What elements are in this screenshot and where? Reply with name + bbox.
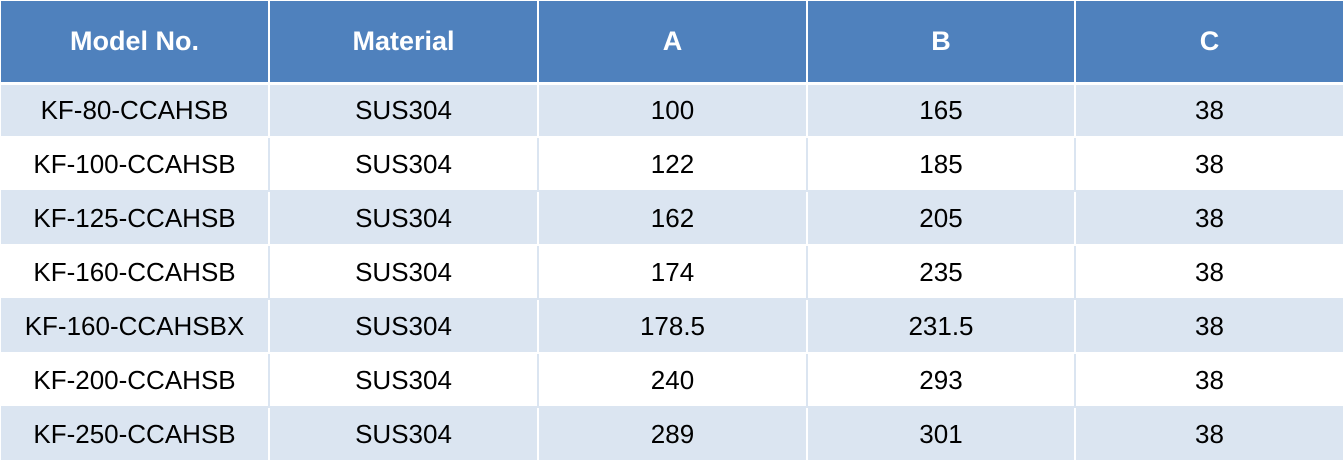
- header-b: B: [807, 1, 1076, 85]
- table-header: Model No. Material A B C: [1, 1, 1343, 85]
- header-row: Model No. Material A B C: [1, 1, 1343, 85]
- header-material: Material: [269, 1, 539, 85]
- cell-material: SUS304: [269, 83, 539, 138]
- table-row: KF-160-CCAHSBX SUS304 178.5 231.5 38: [1, 299, 1343, 354]
- cell-a: 178.5: [538, 299, 808, 354]
- cell-material: SUS304: [269, 407, 539, 462]
- cell-material: SUS304: [269, 245, 539, 300]
- cell-model-no: KF-125-CCAHSB: [1, 191, 270, 246]
- cell-model-no: KF-160-CCAHSBX: [1, 299, 270, 354]
- table-row: KF-200-CCAHSB SUS304 240 293 38: [1, 353, 1343, 408]
- cell-c: 38: [1075, 83, 1343, 138]
- cell-material: SUS304: [269, 191, 539, 246]
- cell-b: 293: [807, 353, 1076, 408]
- cell-c: 38: [1075, 299, 1343, 354]
- table-row: KF-80-CCAHSB SUS304 100 165 38: [1, 83, 1343, 138]
- header-c: C: [1075, 1, 1343, 85]
- cell-material: SUS304: [269, 137, 539, 192]
- table-body: KF-80-CCAHSB SUS304 100 165 38 KF-100-CC…: [1, 83, 1343, 462]
- cell-c: 38: [1075, 191, 1343, 246]
- cell-c: 38: [1075, 407, 1343, 462]
- table-row: KF-125-CCAHSB SUS304 162 205 38: [1, 191, 1343, 246]
- header-model-no: Model No.: [1, 1, 270, 85]
- cell-a: 289: [538, 407, 808, 462]
- cell-b: 301: [807, 407, 1076, 462]
- cell-b: 231.5: [807, 299, 1076, 354]
- cell-a: 174: [538, 245, 808, 300]
- cell-a: 122: [538, 137, 808, 192]
- table-row: KF-160-CCAHSB SUS304 174 235 38: [1, 245, 1343, 300]
- cell-c: 38: [1075, 245, 1343, 300]
- cell-material: SUS304: [269, 353, 539, 408]
- cell-a: 162: [538, 191, 808, 246]
- cell-model-no: KF-80-CCAHSB: [1, 83, 270, 138]
- cell-b: 165: [807, 83, 1076, 138]
- cell-b: 235: [807, 245, 1076, 300]
- cell-a: 100: [538, 83, 808, 138]
- cell-model-no: KF-160-CCAHSB: [1, 245, 270, 300]
- cell-material: SUS304: [269, 299, 539, 354]
- cell-model-no: KF-250-CCAHSB: [1, 407, 270, 462]
- cell-a: 240: [538, 353, 808, 408]
- cell-model-no: KF-200-CCAHSB: [1, 353, 270, 408]
- header-a: A: [538, 1, 808, 85]
- table-row: KF-250-CCAHSB SUS304 289 301 38: [1, 407, 1343, 462]
- cell-b: 205: [807, 191, 1076, 246]
- cell-c: 38: [1075, 137, 1343, 192]
- cell-c: 38: [1075, 353, 1343, 408]
- cell-model-no: KF-100-CCAHSB: [1, 137, 270, 192]
- table-row: KF-100-CCAHSB SUS304 122 185 38: [1, 137, 1343, 192]
- cell-b: 185: [807, 137, 1076, 192]
